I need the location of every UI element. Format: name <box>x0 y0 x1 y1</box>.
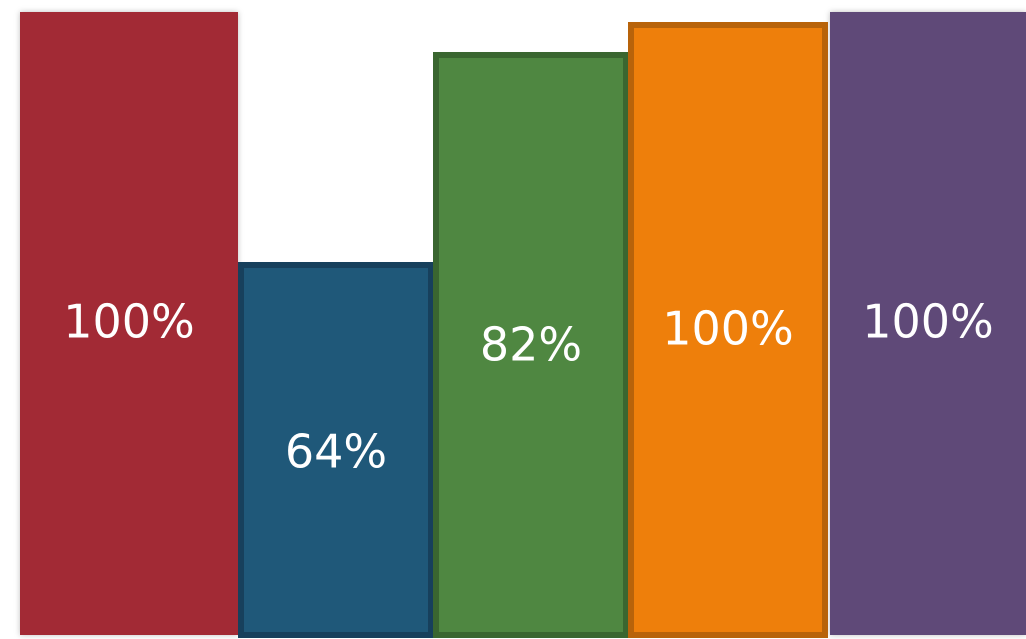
labels-layer: 100% 64% 82% 100% 100% <box>63 295 994 479</box>
bar-4 <box>628 22 828 638</box>
data-label-5: 100% <box>862 295 994 349</box>
data-label-2: 64% <box>285 425 387 479</box>
bar-5 <box>830 12 1026 635</box>
bar-2 <box>238 262 434 638</box>
data-label-1: 100% <box>63 295 195 349</box>
data-label-4: 100% <box>662 302 794 356</box>
bar-1 <box>20 12 238 635</box>
bars-layer <box>20 12 1026 638</box>
bar-3 <box>433 52 629 638</box>
data-label-3: 82% <box>480 318 582 372</box>
